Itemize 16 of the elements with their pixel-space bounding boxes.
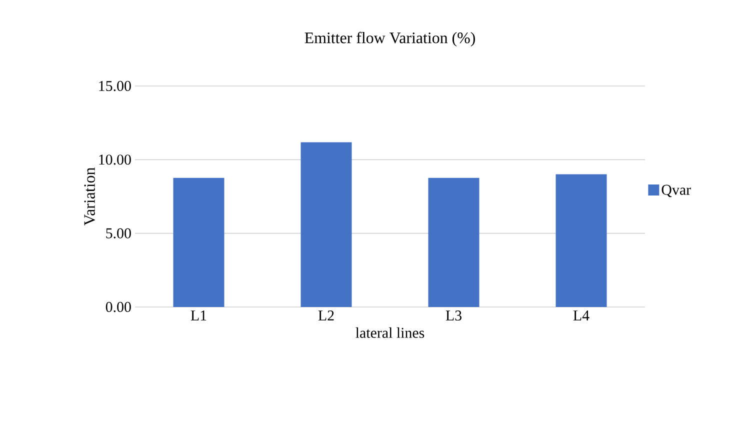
bar [556, 174, 607, 307]
bar [173, 178, 224, 307]
legend-label: Qvar [662, 184, 691, 198]
y-tick-label: 0.00 [106, 302, 131, 312]
x-tick-label: L2 [318, 310, 334, 320]
x-tick-label: L4 [573, 310, 590, 320]
chart-title: Emitter flow Variation (%) [304, 32, 475, 46]
y-tick-label: 10.00 [99, 154, 131, 165]
bar [300, 142, 352, 307]
y-tick-label: 15.00 [99, 80, 131, 92]
x-tick-label: L3 [446, 310, 462, 321]
x-tick-label: L1 [190, 310, 206, 320]
bar [428, 178, 480, 307]
x-axis-title: lateral lines [356, 327, 424, 338]
y-tick-label: 5.00 [106, 228, 131, 238]
y-axis-title: Variation [84, 167, 96, 226]
